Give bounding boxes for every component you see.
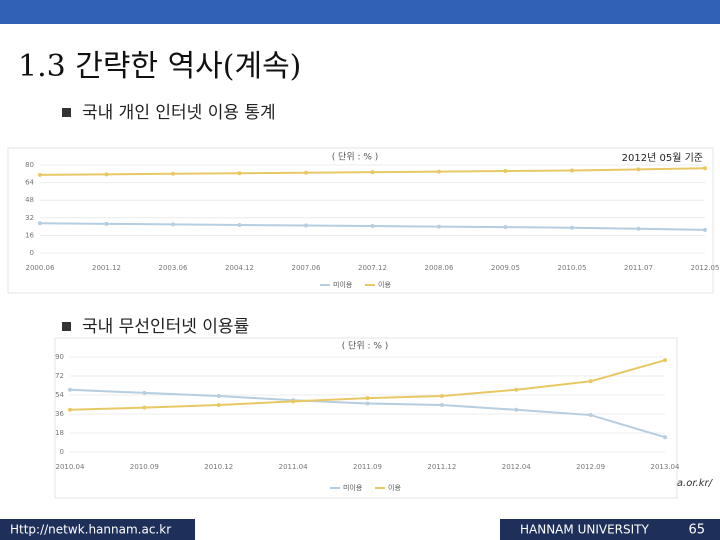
data-point: [588, 379, 593, 384]
x-tick-label: 2000.06: [26, 264, 55, 272]
y-tick-label: 48: [25, 196, 34, 204]
x-tick-label: 2012.05: [691, 264, 720, 272]
page-number: 65: [688, 523, 705, 538]
y-tick-label: 0: [30, 249, 34, 257]
x-tick-label: 2013.04: [651, 463, 680, 471]
legend-label: 이용: [378, 280, 391, 289]
x-tick-label: 2008.06: [425, 264, 454, 272]
data-point: [304, 223, 308, 228]
x-tick-label: 2010.12: [204, 463, 233, 471]
data-point: [216, 394, 221, 399]
data-point: [104, 221, 109, 226]
y-tick-label: 16: [25, 231, 34, 239]
x-tick-label: 2007.06: [292, 264, 321, 272]
data-point: [514, 407, 519, 412]
chart-background: [54, 337, 678, 499]
x-tick-label: 2011.07: [624, 264, 653, 272]
y-tick-label: 18: [55, 429, 64, 437]
y-tick-label: 54: [55, 391, 64, 399]
footer-university-box: [500, 519, 720, 540]
data-point: [38, 221, 42, 226]
data-point: [365, 401, 370, 406]
data-point: [636, 226, 641, 231]
data-point: [503, 169, 508, 174]
y-tick-label: 0: [60, 448, 64, 456]
x-tick-label: 2009.05: [491, 264, 520, 272]
data-point: [104, 172, 109, 177]
y-tick-label: 72: [55, 372, 64, 380]
x-tick-label: 2012.09: [576, 463, 605, 471]
x-tick-label: 2010.05: [558, 264, 587, 272]
x-tick-label: 2001.12: [92, 264, 121, 272]
y-tick-label: 64: [25, 179, 34, 187]
data-point: [237, 171, 242, 176]
data-point: [663, 435, 667, 440]
bullet-icon: [62, 108, 71, 117]
slide-title: 1.3 간략한 역사(계속): [18, 49, 301, 84]
data-point: [570, 225, 574, 230]
annotation: 2012년 05월 기준: [622, 152, 703, 164]
x-tick-label: 2011.04: [279, 463, 308, 471]
data-point: [68, 407, 72, 412]
x-tick-label: 2012.04: [502, 463, 531, 471]
data-point: [365, 396, 370, 401]
data-point: [588, 413, 593, 418]
data-point: [291, 399, 296, 404]
unit-label: ( 단위 : % ): [332, 152, 379, 163]
legend-label: 이용: [388, 483, 401, 492]
y-tick-label: 32: [25, 214, 34, 222]
data-point: [142, 405, 147, 410]
data-point: [636, 167, 641, 172]
data-point: [570, 168, 574, 173]
data-point: [439, 403, 444, 408]
data-point: [216, 403, 221, 408]
data-point: [370, 170, 375, 175]
data-point: [171, 222, 175, 227]
y-tick-label: 90: [55, 353, 64, 361]
legend-label: 미이용: [333, 280, 353, 289]
x-tick-label: 2010.04: [56, 463, 85, 471]
data-point: [370, 224, 375, 229]
data-point: [437, 169, 441, 174]
data-point: [171, 171, 175, 176]
data-point: [703, 166, 707, 171]
x-tick-label: 2003.06: [159, 264, 188, 272]
bullet-icon: [62, 322, 71, 331]
x-tick-label: 2007.12: [358, 264, 387, 272]
data-point: [437, 224, 441, 229]
data-point: [514, 387, 519, 392]
data-point: [142, 390, 147, 395]
top-bar: [0, 0, 720, 24]
unit-label: ( 단위 : % ): [342, 341, 389, 352]
data-point: [304, 170, 308, 175]
footer-url-box: [0, 519, 195, 540]
footer-university: HANNAM UNIVERSITY: [520, 523, 649, 537]
footer-url: Http://netwk.hannam.ac.kr: [10, 523, 171, 537]
x-tick-label: 2004.12: [225, 264, 254, 272]
x-tick-label: 2010.09: [130, 463, 159, 471]
y-tick-label: 36: [55, 410, 64, 418]
data-point: [68, 387, 72, 392]
bullet: 국내 개인 인터넷 이용 통계: [82, 103, 276, 123]
data-point: [38, 172, 42, 177]
data-point: [663, 358, 667, 363]
bullet: 국내 무선인터넷 이용률: [82, 317, 249, 337]
y-tick-label: 80: [25, 161, 34, 169]
data-point: [703, 227, 707, 232]
data-point: [503, 225, 508, 230]
x-tick-label: 2011.09: [353, 463, 382, 471]
x-tick-label: 2011.12: [427, 463, 456, 471]
legend-label: 미이용: [343, 483, 363, 492]
data-point: [237, 222, 242, 227]
data-point: [439, 394, 444, 399]
